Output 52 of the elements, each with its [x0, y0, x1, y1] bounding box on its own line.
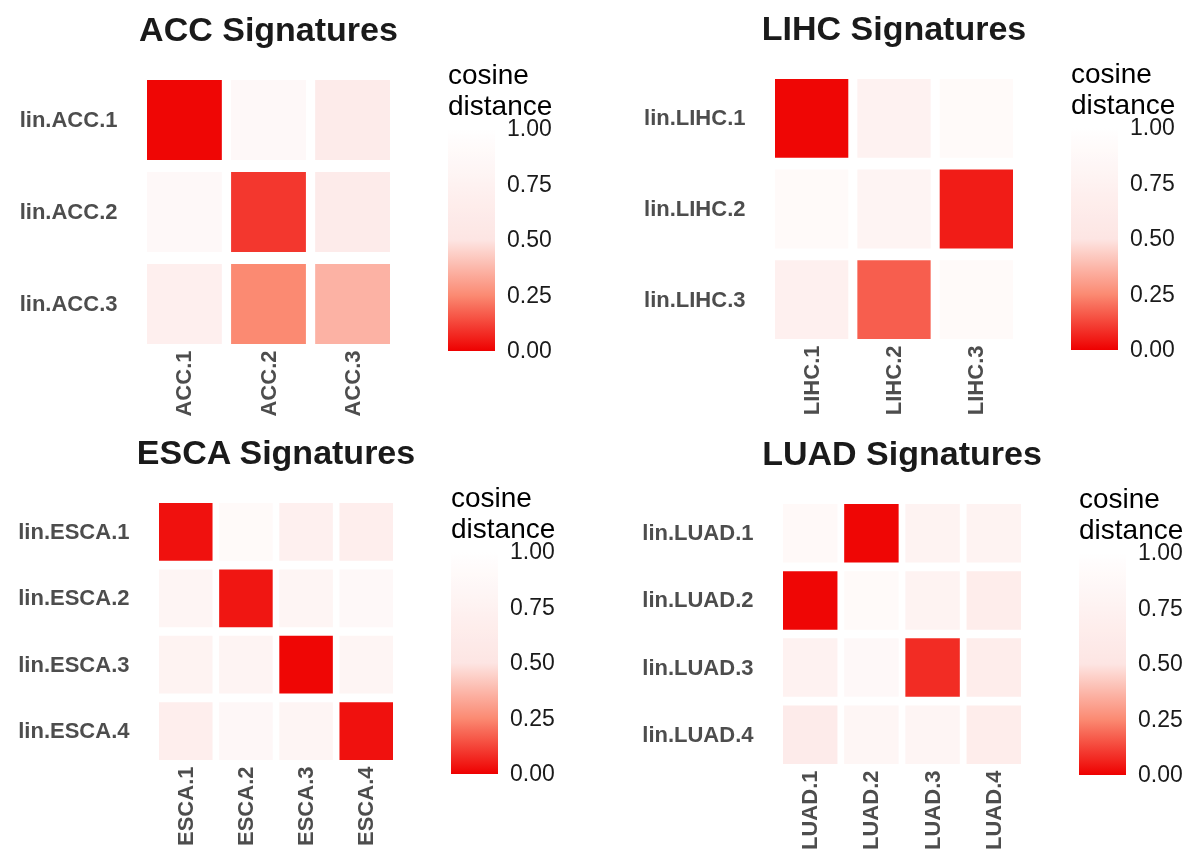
color-bar-label: 0.00 — [1138, 761, 1183, 787]
x-tick-label: ESCA.2 — [232, 766, 258, 846]
chart-title: ACC Signatures — [139, 10, 398, 48]
color-bar-label: 0.00 — [1130, 336, 1175, 362]
color-bar-label: 0.00 — [507, 337, 552, 363]
color-bar-label: 0.50 — [510, 649, 555, 675]
x-tick-label: ACC.3 — [339, 350, 365, 417]
color-bar-label: 0.75 — [507, 170, 552, 197]
x-tick-label: ESCA.3 — [293, 766, 319, 846]
y-tick-label: lin.LIHC.3 — [644, 286, 746, 312]
color-bar-label: 0.50 — [1138, 650, 1183, 676]
color-bar-label: 0.75 — [1138, 594, 1183, 621]
color-bar-label: 0.25 — [510, 704, 555, 731]
x-tick-label: LUAD.4 — [980, 769, 1006, 850]
x-tick-label: ACC.1 — [171, 350, 197, 417]
y-tick-label: lin.LUAD.2 — [642, 587, 754, 613]
chart-title: ESCA Signatures — [136, 433, 416, 471]
y-tick-label: lin.ACC.2 — [19, 199, 118, 224]
x-tick-label: LIHC.1 — [798, 345, 824, 416]
x-tick-label: LIHC.2 — [881, 345, 906, 416]
x-tick-label: ESCA.4 — [353, 765, 379, 846]
y-tick-label: lin.LUAD.1 — [642, 520, 754, 546]
color-bar-label: 0.25 — [1130, 280, 1175, 307]
y-tick-label: lin.ACC.1 — [19, 107, 118, 133]
y-tick-label: lin.ESCA.4 — [18, 718, 131, 744]
y-tick-label: lin.LUAD.4 — [642, 721, 755, 747]
y-tick-label: lin.ACC.3 — [19, 290, 118, 316]
color-bar-label: 1.00 — [507, 115, 552, 141]
x-tick-label: LIHC.3 — [963, 345, 989, 416]
color-bar-label: 1.00 — [1138, 539, 1183, 565]
chart-title: LUAD Signatures — [762, 434, 1042, 472]
y-tick-label: lin.ESCA.2 — [18, 585, 130, 611]
color-bar-label: 0.75 — [510, 593, 555, 620]
color-bar-label: 0.00 — [510, 760, 555, 786]
y-tick-label: lin.LIHC.1 — [644, 105, 746, 131]
x-tick-label: ACC.2 — [255, 350, 281, 417]
y-tick-label: lin.LUAD.3 — [642, 654, 754, 680]
color-bar-label: 0.50 — [1130, 225, 1175, 251]
color-bar-label: 0.25 — [507, 281, 552, 308]
color-bar-label: 1.00 — [1130, 114, 1175, 140]
x-tick-label: LUAD.3 — [919, 770, 945, 850]
x-tick-label: LUAD.2 — [858, 770, 884, 850]
chart-title: LIHC Signatures — [761, 9, 1027, 47]
x-tick-label: ESCA.1 — [172, 766, 198, 846]
color-bar-label: 0.50 — [507, 226, 552, 252]
color-bar-label: 0.25 — [1138, 705, 1183, 732]
x-tick-label: LUAD.1 — [797, 770, 823, 850]
y-tick-label: lin.ESCA.3 — [18, 651, 130, 677]
color-bar-label: 0.75 — [1130, 169, 1175, 196]
color-bar-label: 1.00 — [510, 538, 555, 564]
y-tick-label: lin.ESCA.1 — [18, 518, 130, 544]
y-tick-label: lin.LIHC.2 — [644, 196, 746, 221]
